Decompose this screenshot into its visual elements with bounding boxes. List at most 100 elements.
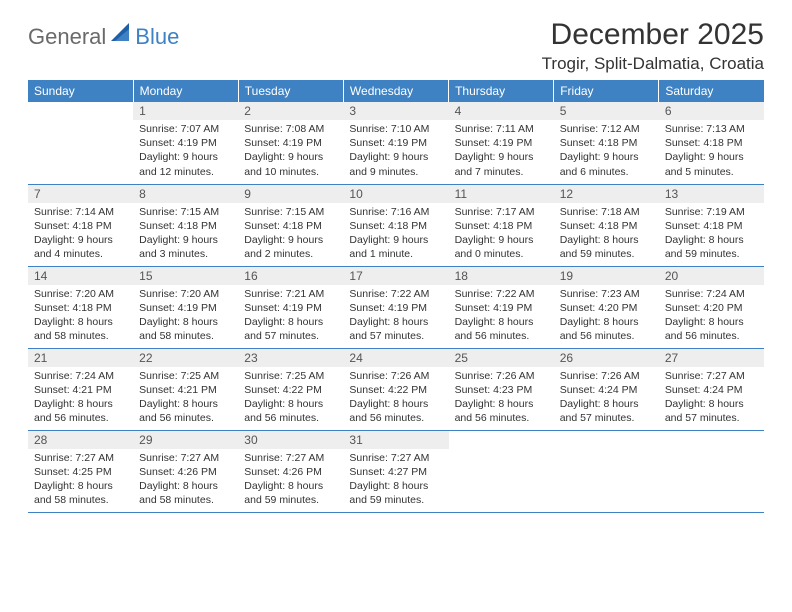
- daylight-text: Daylight: 8 hours: [244, 479, 337, 493]
- calendar-day-cell: 9Sunrise: 7:15 AMSunset: 4:18 PMDaylight…: [238, 184, 343, 266]
- day-number: 23: [238, 349, 343, 367]
- weekday-header: Sunday: [28, 80, 133, 102]
- brand-logo: General Blue: [28, 18, 179, 50]
- sunset-text: Sunset: 4:21 PM: [34, 383, 127, 397]
- daylight-text: Daylight: 9 hours: [560, 150, 653, 164]
- calendar-day-cell: 1Sunrise: 7:07 AMSunset: 4:19 PMDaylight…: [133, 102, 238, 184]
- day-details: Sunrise: 7:19 AMSunset: 4:18 PMDaylight:…: [659, 203, 764, 266]
- sunrise-text: Sunrise: 7:13 AM: [665, 122, 758, 136]
- sunrise-text: Sunrise: 7:25 AM: [139, 369, 232, 383]
- daylight-text: and 57 minutes.: [665, 411, 758, 425]
- sunrise-text: Sunrise: 7:12 AM: [560, 122, 653, 136]
- sunrise-text: Sunrise: 7:27 AM: [244, 451, 337, 465]
- sunset-text: Sunset: 4:18 PM: [34, 219, 127, 233]
- day-details: Sunrise: 7:15 AMSunset: 4:18 PMDaylight:…: [133, 203, 238, 266]
- weekday-header: Saturday: [659, 80, 764, 102]
- daylight-text: and 1 minute.: [349, 247, 442, 261]
- daylight-text: Daylight: 9 hours: [139, 150, 232, 164]
- daylight-text: and 57 minutes.: [244, 329, 337, 343]
- day-number: 2: [238, 102, 343, 120]
- day-number: 12: [554, 185, 659, 203]
- daylight-text: and 7 minutes.: [455, 165, 548, 179]
- calendar-day-cell: 21Sunrise: 7:24 AMSunset: 4:21 PMDayligh…: [28, 348, 133, 430]
- calendar-week-row: 1Sunrise: 7:07 AMSunset: 4:19 PMDaylight…: [28, 102, 764, 184]
- day-details: Sunrise: 7:11 AMSunset: 4:19 PMDaylight:…: [449, 120, 554, 183]
- day-details: Sunrise: 7:14 AMSunset: 4:18 PMDaylight:…: [28, 203, 133, 266]
- daylight-text: and 56 minutes.: [455, 329, 548, 343]
- daylight-text: Daylight: 8 hours: [139, 479, 232, 493]
- day-number: 14: [28, 267, 133, 285]
- daylight-text: Daylight: 9 hours: [455, 150, 548, 164]
- daylight-text: and 58 minutes.: [139, 493, 232, 507]
- daylight-text: and 5 minutes.: [665, 165, 758, 179]
- sunset-text: Sunset: 4:18 PM: [139, 219, 232, 233]
- day-number: 19: [554, 267, 659, 285]
- weekday-header: Friday: [554, 80, 659, 102]
- sunset-text: Sunset: 4:20 PM: [560, 301, 653, 315]
- day-details: Sunrise: 7:18 AMSunset: 4:18 PMDaylight:…: [554, 203, 659, 266]
- calendar-day-cell: 30Sunrise: 7:27 AMSunset: 4:26 PMDayligh…: [238, 430, 343, 512]
- daylight-text: and 56 minutes.: [34, 411, 127, 425]
- calendar-body: 1Sunrise: 7:07 AMSunset: 4:19 PMDaylight…: [28, 102, 764, 512]
- sunset-text: Sunset: 4:20 PM: [665, 301, 758, 315]
- weekday-header: Wednesday: [343, 80, 448, 102]
- day-details: Sunrise: 7:07 AMSunset: 4:19 PMDaylight:…: [133, 120, 238, 183]
- calendar-day-cell: 23Sunrise: 7:25 AMSunset: 4:22 PMDayligh…: [238, 348, 343, 430]
- sunrise-text: Sunrise: 7:19 AM: [665, 205, 758, 219]
- sunset-text: Sunset: 4:22 PM: [244, 383, 337, 397]
- day-details: Sunrise: 7:17 AMSunset: 4:18 PMDaylight:…: [449, 203, 554, 266]
- daylight-text: Daylight: 8 hours: [139, 315, 232, 329]
- sunset-text: Sunset: 4:24 PM: [665, 383, 758, 397]
- daylight-text: and 9 minutes.: [349, 165, 442, 179]
- calendar-day-cell: 10Sunrise: 7:16 AMSunset: 4:18 PMDayligh…: [343, 184, 448, 266]
- calendar-day-cell: 22Sunrise: 7:25 AMSunset: 4:21 PMDayligh…: [133, 348, 238, 430]
- sunset-text: Sunset: 4:18 PM: [560, 136, 653, 150]
- day-number: 22: [133, 349, 238, 367]
- day-details: Sunrise: 7:13 AMSunset: 4:18 PMDaylight:…: [659, 120, 764, 183]
- sunset-text: Sunset: 4:19 PM: [244, 136, 337, 150]
- day-details: Sunrise: 7:27 AMSunset: 4:27 PMDaylight:…: [343, 449, 448, 512]
- weekday-header: Monday: [133, 80, 238, 102]
- sunset-text: Sunset: 4:18 PM: [665, 136, 758, 150]
- sunset-text: Sunset: 4:21 PM: [139, 383, 232, 397]
- sunrise-text: Sunrise: 7:26 AM: [349, 369, 442, 383]
- calendar-day-cell: [554, 430, 659, 512]
- sunrise-text: Sunrise: 7:18 AM: [560, 205, 653, 219]
- daylight-text: and 56 minutes.: [560, 329, 653, 343]
- brand-part1: General: [28, 24, 106, 50]
- calendar-day-cell: 7Sunrise: 7:14 AMSunset: 4:18 PMDaylight…: [28, 184, 133, 266]
- daylight-text: Daylight: 8 hours: [349, 397, 442, 411]
- day-number: 25: [449, 349, 554, 367]
- day-details: Sunrise: 7:10 AMSunset: 4:19 PMDaylight:…: [343, 120, 448, 183]
- daylight-text: Daylight: 8 hours: [349, 315, 442, 329]
- sunset-text: Sunset: 4:18 PM: [349, 219, 442, 233]
- daylight-text: Daylight: 8 hours: [455, 315, 548, 329]
- daylight-text: Daylight: 9 hours: [349, 233, 442, 247]
- daylight-text: Daylight: 8 hours: [665, 397, 758, 411]
- weekday-header: Tuesday: [238, 80, 343, 102]
- daylight-text: Daylight: 8 hours: [349, 479, 442, 493]
- calendar-day-cell: 27Sunrise: 7:27 AMSunset: 4:24 PMDayligh…: [659, 348, 764, 430]
- daylight-text: Daylight: 9 hours: [139, 233, 232, 247]
- daylight-text: and 56 minutes.: [665, 329, 758, 343]
- day-number: 16: [238, 267, 343, 285]
- sunrise-text: Sunrise: 7:24 AM: [665, 287, 758, 301]
- sunrise-text: Sunrise: 7:20 AM: [34, 287, 127, 301]
- day-number: 29: [133, 431, 238, 449]
- calendar-day-cell: 16Sunrise: 7:21 AMSunset: 4:19 PMDayligh…: [238, 266, 343, 348]
- daylight-text: and 57 minutes.: [560, 411, 653, 425]
- day-number: 6: [659, 102, 764, 120]
- daylight-text: Daylight: 8 hours: [34, 479, 127, 493]
- sunset-text: Sunset: 4:19 PM: [349, 136, 442, 150]
- day-number: 21: [28, 349, 133, 367]
- daylight-text: Daylight: 8 hours: [560, 315, 653, 329]
- day-number: 5: [554, 102, 659, 120]
- sunset-text: Sunset: 4:26 PM: [244, 465, 337, 479]
- calendar-day-cell: 8Sunrise: 7:15 AMSunset: 4:18 PMDaylight…: [133, 184, 238, 266]
- sunset-text: Sunset: 4:19 PM: [139, 136, 232, 150]
- day-number: 27: [659, 349, 764, 367]
- day-details: Sunrise: 7:23 AMSunset: 4:20 PMDaylight:…: [554, 285, 659, 348]
- daylight-text: and 57 minutes.: [349, 329, 442, 343]
- day-details: Sunrise: 7:20 AMSunset: 4:19 PMDaylight:…: [133, 285, 238, 348]
- brand-part2: Blue: [135, 24, 179, 50]
